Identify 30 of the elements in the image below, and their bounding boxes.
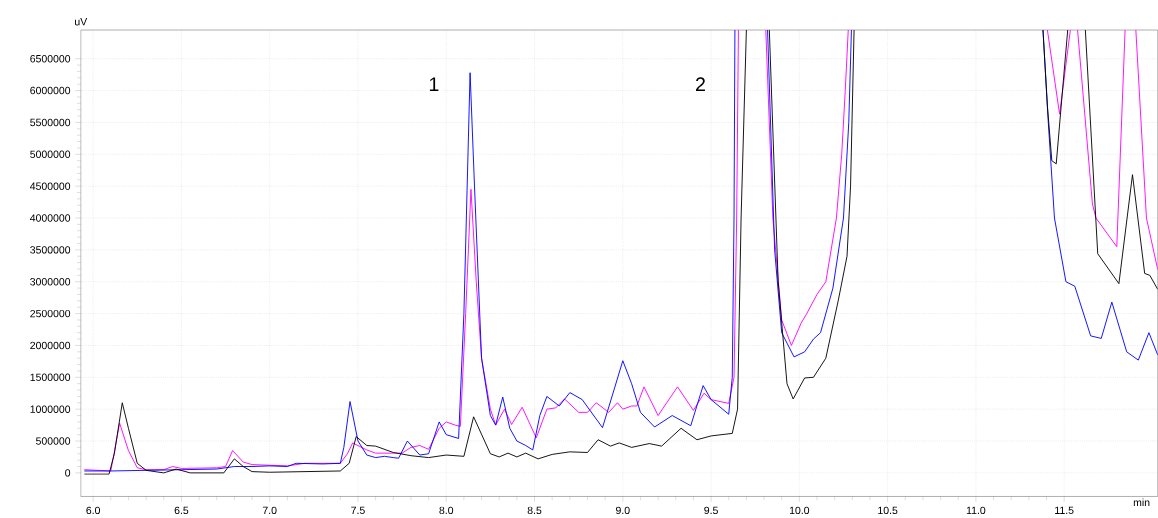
x-tick-label: 9.5 bbox=[704, 506, 718, 514]
y-tick-label: 2500000 bbox=[30, 309, 71, 318]
x-tick-label: 10.0 bbox=[789, 506, 810, 514]
annotation: 2 bbox=[696, 77, 705, 91]
y-tick-label: 5000000 bbox=[30, 150, 71, 158]
x-tick-label: 7.5 bbox=[351, 506, 365, 514]
y-tick-label: 6500000 bbox=[30, 54, 71, 63]
x-tick-label: 8.0 bbox=[439, 506, 454, 514]
y-tick-label: 3000000 bbox=[30, 277, 71, 286]
y-tick-label: 0 bbox=[65, 468, 71, 477]
x-tick-label: 9.0 bbox=[616, 506, 630, 514]
y-tick-label: 3500000 bbox=[30, 245, 71, 254]
x-tick-label: 6.0 bbox=[86, 506, 101, 514]
x-tick-label: 8.5 bbox=[527, 506, 542, 514]
y-tick-label: 5500000 bbox=[30, 118, 71, 126]
y-tick-label: 6000000 bbox=[30, 86, 71, 95]
y-tick-label: 1500000 bbox=[30, 373, 71, 381]
x-tick-label: 11.5 bbox=[1055, 506, 1074, 514]
y-tick-label: 4000000 bbox=[30, 214, 71, 222]
x-tick-label: 6.5 bbox=[174, 506, 189, 514]
x-tick-label: 7.0 bbox=[262, 506, 277, 514]
y-tick-label: 500000 bbox=[36, 437, 71, 445]
x-axis-title: min bbox=[1133, 498, 1150, 506]
y-tick-label: 1000000 bbox=[30, 405, 71, 413]
y-axis-title: uV bbox=[75, 17, 88, 26]
x-tick-label: 10.5 bbox=[878, 506, 898, 514]
x-tick-label: 11.0 bbox=[966, 506, 986, 514]
y-tick-label: 2000000 bbox=[30, 341, 71, 349]
annotation: 1 bbox=[429, 77, 439, 91]
y-tick-label: 4500000 bbox=[30, 182, 71, 190]
